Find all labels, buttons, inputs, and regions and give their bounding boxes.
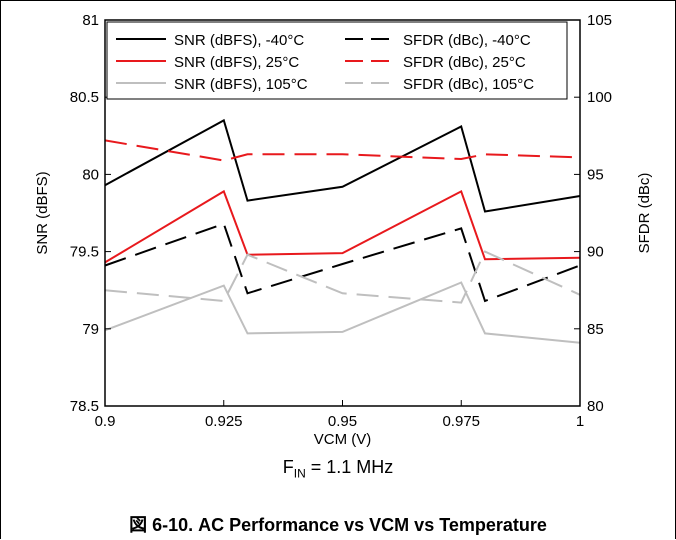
- y2-tick-label: 85: [587, 321, 604, 338]
- x-axis-label: VCM (V): [314, 431, 372, 448]
- series-line-3: [104, 189, 581, 264]
- y-tick-label: 79: [82, 321, 99, 338]
- y-tick-label: 79.5: [70, 244, 99, 261]
- fin-annotation: FIN = 1.1 MHz: [0, 457, 676, 481]
- x-tick-label: 0.925: [205, 413, 243, 430]
- y-tick-label: 80.5: [70, 89, 99, 106]
- fin-subscript: IN: [293, 466, 306, 481]
- fin-prefix: F: [282, 457, 294, 477]
- series-line-4: [104, 139, 581, 162]
- y-tick-label: 80: [82, 166, 99, 183]
- y-tick-label: 78.5: [70, 398, 99, 415]
- series-line-5: [104, 281, 581, 344]
- y2-tick-label: 90: [587, 244, 604, 261]
- y2-tick-label: 80: [587, 398, 604, 415]
- legend-label: SFDR (dBc), -40°C: [403, 32, 531, 49]
- y2-tick-label: 105: [587, 12, 612, 29]
- y2-tick-label: 95: [587, 166, 604, 183]
- legend-box: [106, 21, 568, 100]
- legend-label: SNR (dBFS), -40°C: [174, 32, 304, 49]
- x-tick-label: 0.9: [95, 413, 116, 430]
- fin-value: = 1.1 MHz: [305, 457, 394, 477]
- legend-label: SNR (dBFS), 105°C: [174, 76, 308, 93]
- series-line-2: [104, 222, 581, 303]
- series-line-6: [104, 250, 581, 304]
- x-tick-label: 0.95: [328, 413, 357, 430]
- x-tick-label: 1: [576, 413, 584, 430]
- figure-caption: 図 6-10. AC Performance vs VCM vs Tempera…: [129, 515, 547, 535]
- y2-axis-label: SFDR (dBc): [636, 173, 653, 254]
- x-tick-label: 0.975: [442, 413, 480, 430]
- legend-label: SFDR (dBc), 105°C: [403, 76, 534, 93]
- series-line-1: [104, 118, 581, 213]
- legend-label: SNR (dBFS), 25°C: [174, 54, 299, 71]
- y-tick-label: 81: [82, 12, 99, 29]
- y2-tick-label: 100: [587, 89, 612, 106]
- chart: 0.9 0.925 0.95 0.975 1 78.5 79 79.5 80 80.5 81 80 85…: [34, 12, 653, 448]
- y-axis-label: SNR (dBFS): [34, 171, 51, 254]
- legend-label: SFDR (dBc), 25°C: [403, 54, 526, 71]
